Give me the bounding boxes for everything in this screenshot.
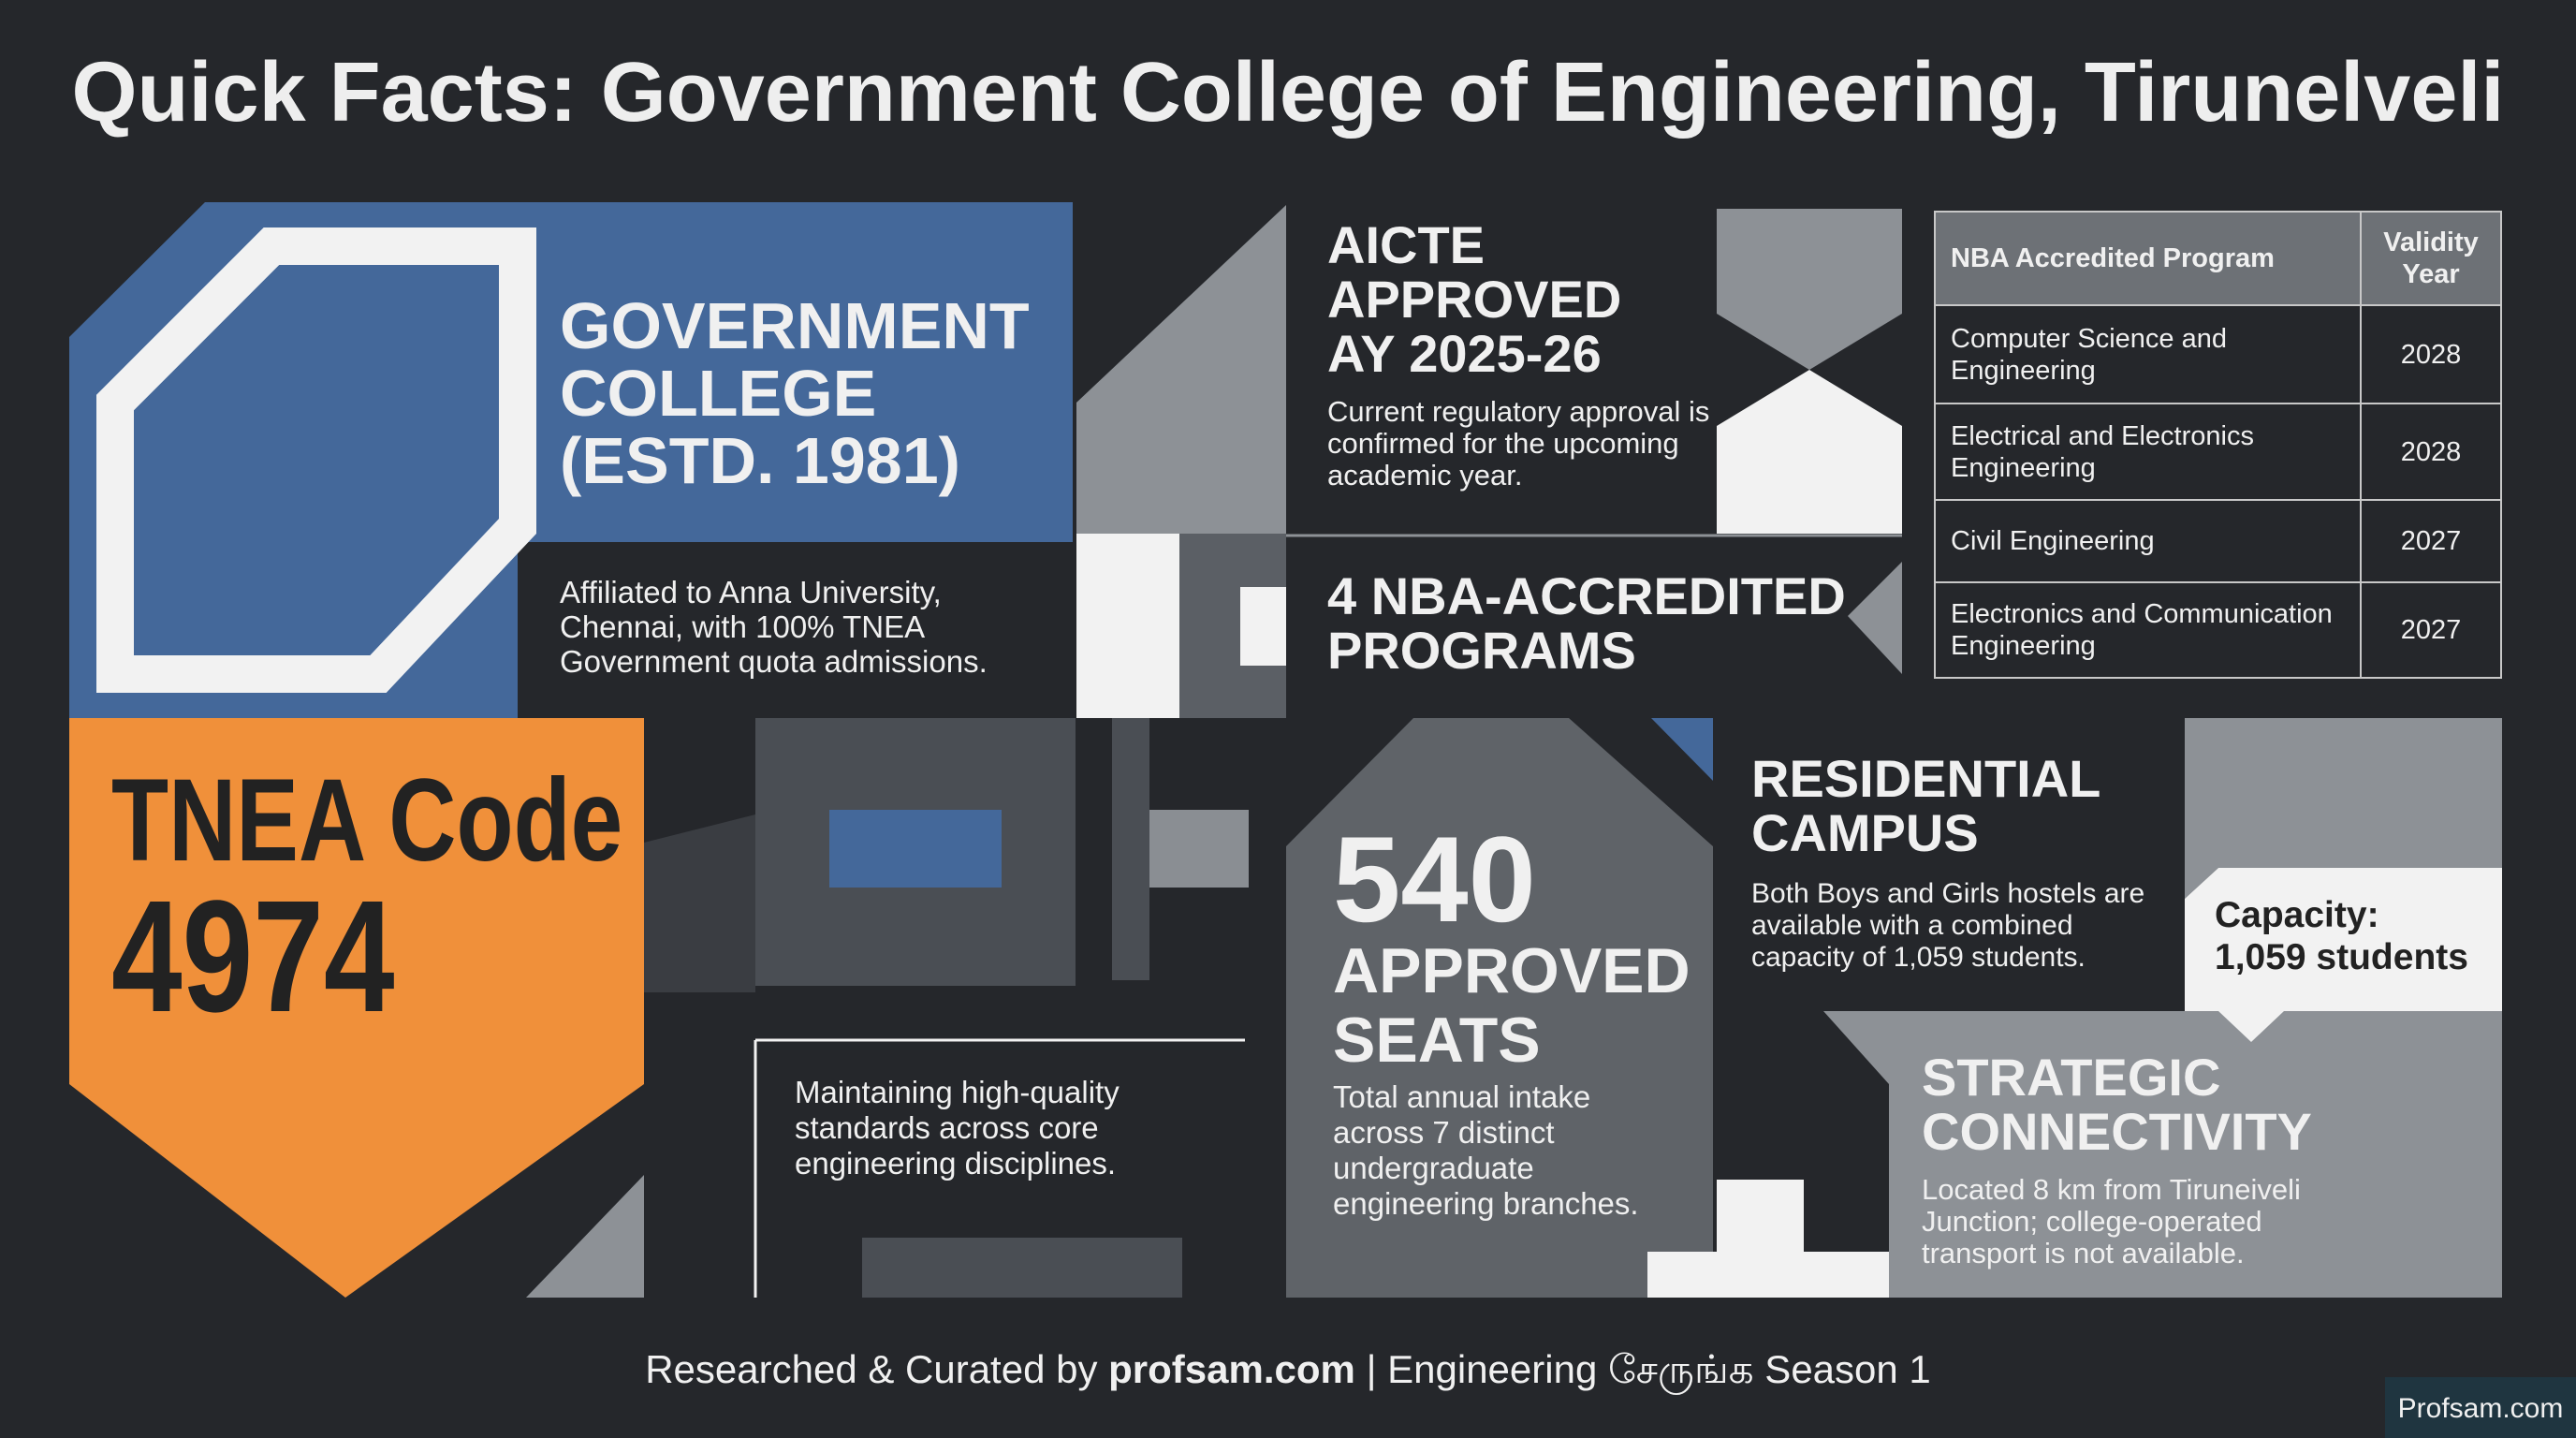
- capacity: Capacity: 1,059 students: [2215, 894, 2468, 978]
- tnea-code: 4974: [111, 868, 395, 1046]
- white-block: [1647, 1252, 1889, 1298]
- gray-triangle: [526, 1175, 644, 1298]
- blue-block: [69, 202, 1073, 718]
- cell: 2028: [2360, 403, 2502, 501]
- cell: Electrical and Electronics Engineering: [1934, 403, 2362, 501]
- header-cell: Validity Year: [2360, 211, 2502, 306]
- footer-text: Researched & Curated by: [645, 1347, 1098, 1391]
- line: STRATEGIC: [1922, 1048, 2221, 1107]
- line: PROGRAMS: [1327, 621, 1636, 680]
- cell: 2027: [2360, 581, 2502, 679]
- capacity-box: [2185, 868, 2502, 1011]
- line: AICTE: [1327, 215, 1485, 274]
- line: APPROVED: [1327, 270, 1622, 329]
- line: AY 2025-26: [1327, 324, 1602, 383]
- hexagon-outline: [96, 227, 536, 693]
- seats-text: Total annual intake across 7 distinct un…: [1333, 1079, 1639, 1221]
- hourglass-top: [1717, 209, 1902, 370]
- connectivity-text: Located 8 km from Tiruneiveli Junction; …: [1922, 1173, 2301, 1269]
- band: [644, 814, 755, 992]
- hourglass-bottom: [1717, 370, 1902, 534]
- orange-block: [69, 718, 644, 1298]
- seats-title: APPROVED SEATS: [1333, 936, 1690, 1075]
- quality-text: Maintaining high-quality standards acros…: [795, 1075, 1120, 1181]
- white-block: [1717, 1180, 1804, 1255]
- table-row: Electrical and Electronics Engineering 20…: [1934, 403, 2502, 501]
- table-row: Civil Engineering 2027: [1934, 499, 2502, 583]
- cell: Civil Engineering: [1934, 499, 2362, 583]
- arrow: [1848, 562, 1902, 674]
- nba-title: 4 NBA-ACCREDITED PROGRAMS: [1327, 569, 1846, 678]
- footer: Researched & Curated by profsam.com | En…: [0, 1346, 2576, 1393]
- table-row: Computer Science and Engineering 2028: [1934, 304, 2502, 404]
- line: RESIDENTIAL: [1751, 749, 2101, 808]
- title: Quick Facts: Government College of Engin…: [71, 46, 2505, 139]
- cell: Computer Science and Engineering: [1934, 304, 2362, 404]
- white-block: [1076, 534, 1189, 718]
- line: GOVERNMENT: [560, 289, 1030, 362]
- aicte-text: Current regulatory approval is confirmed…: [1327, 395, 1710, 492]
- footer-site: profsam.com: [1108, 1347, 1355, 1391]
- table-header: NBA Accredited Program Validity Year: [1934, 211, 2502, 306]
- line: APPROVED: [1333, 935, 1690, 1006]
- line: 1,059 students: [2215, 937, 2468, 977]
- college-title: GOVERNMENT COLLEGE (ESTD. 1981): [560, 292, 1030, 494]
- gray-block: [2185, 718, 2502, 868]
- line: COLLEGE: [560, 357, 877, 430]
- residential-title: RESIDENTIAL CAMPUS: [1751, 752, 2100, 860]
- table-row: Electronics and Communication Engineerin…: [1934, 581, 2502, 679]
- blue-triangle: [1651, 718, 1713, 781]
- aicte-title: AICTE APPROVED AY 2025-26: [1327, 218, 1621, 381]
- header-cell: NBA Accredited Program: [1934, 211, 2362, 306]
- blue-rect: [829, 810, 1002, 888]
- footer-text: | Engineering சேருங்க Season 1: [1366, 1347, 1931, 1391]
- logo: Profsam.com: [2397, 1393, 2564, 1424]
- pointer: [2218, 1011, 2284, 1042]
- seats-number: 540: [1333, 811, 1536, 947]
- residential-text: Both Boys and Girls hostels are availabl…: [1751, 878, 2145, 973]
- line: Capacity:: [2215, 895, 2379, 935]
- cell: 2028: [2360, 304, 2502, 404]
- logo-box: [2385, 1377, 2576, 1438]
- nba-table: NBA Accredited Program Validity Year Comp…: [1934, 211, 2502, 679]
- connectivity-title: STRATEGIC CONNECTIVITY: [1922, 1050, 2312, 1159]
- connectivity-block: [1823, 1011, 2502, 1298]
- tnea-label: TNEA Code: [111, 756, 623, 886]
- gray-bar: [862, 1238, 1182, 1298]
- gray-strip: [1112, 718, 1149, 980]
- line: SEATS: [1333, 1005, 1541, 1076]
- gray-triangle: [1076, 205, 1286, 534]
- cell: Electronics and Communication Engineerin…: [1934, 581, 2362, 679]
- line: 4 NBA-ACCREDITED: [1327, 566, 1846, 625]
- white-square: [1240, 587, 1286, 666]
- line: (ESTD. 1981): [560, 424, 960, 497]
- house-block: [1286, 718, 1713, 1298]
- cell: 2027: [2360, 499, 2502, 583]
- line: CONNECTIVITY: [1922, 1102, 2312, 1161]
- line: CAMPUS: [1751, 803, 1979, 862]
- college-text: Affiliated to Anna University, Chennai, …: [560, 575, 988, 679]
